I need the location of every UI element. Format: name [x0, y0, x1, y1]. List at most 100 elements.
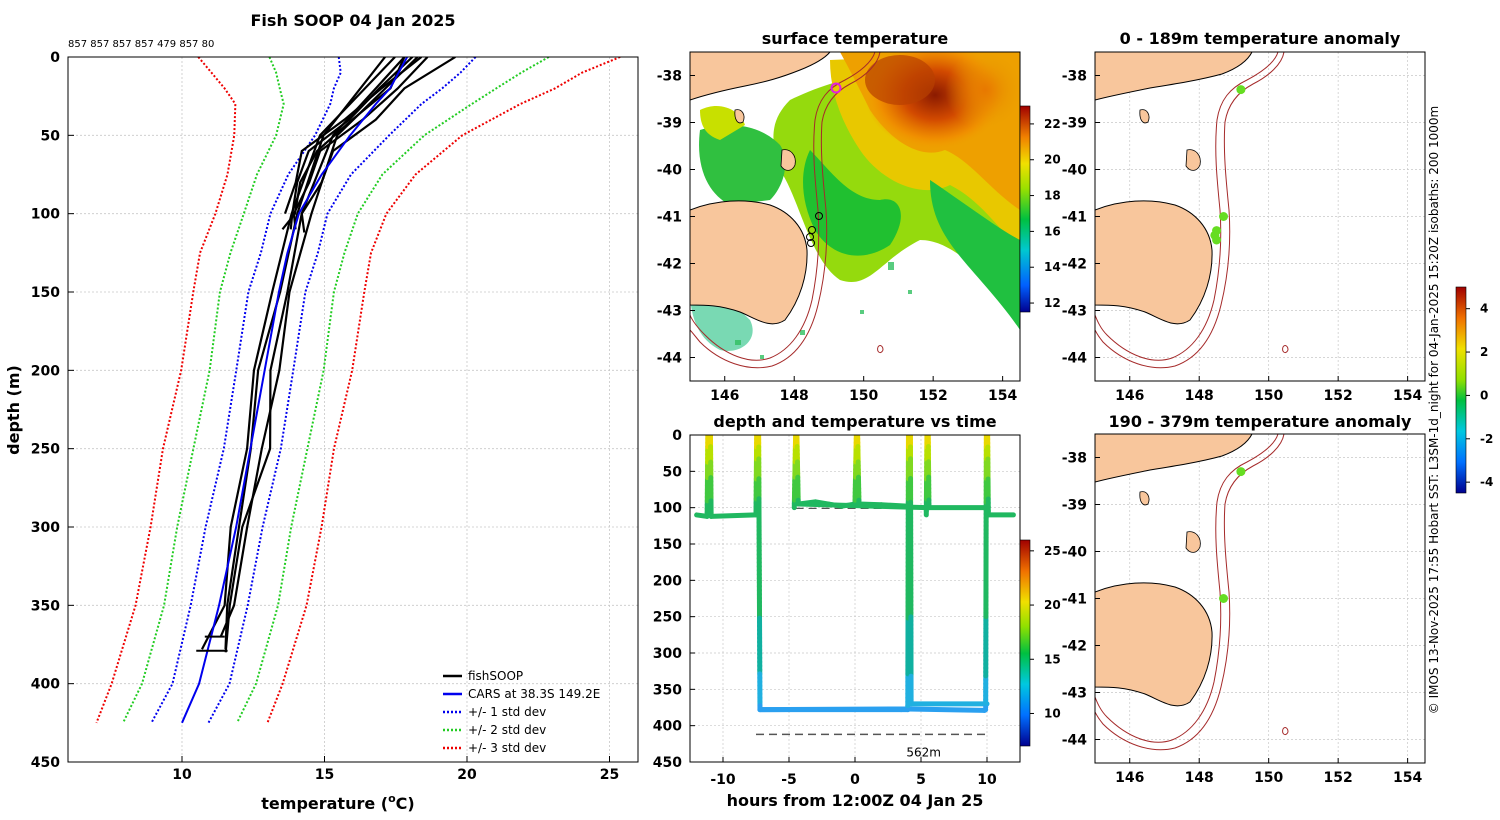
dt-track-segment: [708, 512, 759, 519]
dt-ytick-label: 50: [663, 464, 683, 480]
std-dev-1-upper: [207, 57, 477, 724]
map-ytick-label: -39: [1062, 116, 1087, 132]
profile-ytick-label: 200: [31, 363, 60, 379]
colorbar-tick-label: 16: [1044, 224, 1061, 238]
dt-xtick-label: 10: [977, 772, 997, 788]
map-xtick-label: 152: [1324, 770, 1353, 786]
depth-time-data: 562m: [694, 435, 1016, 759]
profile-grid: [68, 56, 638, 763]
depth-time-panel: depth and temperature vs time 562m -10 -5…: [653, 412, 1061, 810]
legend-label: +/- 1 std dev: [468, 705, 546, 719]
colorbar-tick-label: 25: [1044, 544, 1061, 558]
dt-ytick-label: 0: [672, 428, 682, 444]
profile-ytick-label: 300: [31, 520, 60, 536]
map-xtick-label: 148: [1185, 770, 1214, 786]
map-xtick-label: 154: [1393, 388, 1422, 404]
profile-ytick-label: 400: [31, 677, 60, 693]
map-ytick-label: -39: [1062, 498, 1087, 514]
profile-ytick-label: 100: [31, 207, 60, 223]
profile-axes-box: [67, 56, 639, 763]
std-dev-3-lower: [95, 57, 237, 724]
map-ytick-label: -43: [1062, 304, 1087, 320]
legend-label: fishSOOP: [468, 669, 523, 683]
profile-ytick-label: 350: [31, 598, 60, 614]
map-ytick-label: -38: [1062, 69, 1087, 85]
anomaly-point: [1236, 467, 1246, 477]
fishsoop-profile: [201, 57, 396, 650]
profile-curves: [95, 57, 621, 724]
dt-track-segment: [757, 706, 911, 713]
anomaly-0-panel: 0 - 189m temperature anomaly 146 148 150 15…: [1062, 29, 1426, 404]
colorbar-tick-label: 12: [1044, 296, 1061, 310]
anomaly-point: [1219, 594, 1229, 603]
map-ytick-label: -42: [1062, 639, 1087, 655]
dt-ytick-label: 400: [653, 719, 682, 735]
map-ytick-label: -43: [657, 304, 682, 320]
colorbar-tick-label: 18: [1044, 189, 1061, 203]
dt-track-segment: [905, 706, 987, 713]
map-ytick-label: -41: [1062, 592, 1087, 608]
colorbar-tick-label: 20: [1044, 598, 1061, 612]
dt-track-segment: [856, 501, 884, 508]
anom190-points: [1219, 467, 1246, 603]
colorbar-tick-label: 22: [1044, 117, 1061, 131]
dt-track-segment: [878, 502, 912, 509]
anom0-points: [1210, 85, 1246, 245]
map-ytick-label: -40: [1062, 163, 1088, 179]
map-ytick-label: -42: [657, 257, 682, 273]
map-ytick-label: -42: [1062, 257, 1087, 273]
colorbar-tick-label: 0: [1480, 388, 1488, 402]
map-xtick-label: 152: [919, 388, 948, 404]
std-dev-2-lower: [122, 57, 285, 724]
anom0-map: [1095, 52, 1289, 369]
sst-ticks: 146 148 150 152 154 -38 -39 -40 -41 -42 -43 -44: [657, 69, 1018, 405]
colorbar-tick-label: 10: [1044, 706, 1061, 720]
legend-label: +/- 2 std dev: [468, 723, 546, 737]
colorbar-tick-label: -4: [1480, 475, 1493, 489]
colorbar-tick-label: -2: [1480, 432, 1493, 446]
profile-ylabel: depth (m): [4, 365, 23, 455]
map-xtick-label: 152: [1324, 388, 1353, 404]
dt-ytick-label: 450: [653, 755, 682, 771]
profile-ytick-label: 250: [31, 442, 60, 458]
profile-xtick-label: 10: [172, 767, 192, 783]
map-ytick-label: -44: [657, 351, 683, 367]
dt-xtick-label: 5: [916, 772, 926, 788]
profile-top-counts: 857 857 857 857 479 857 80: [68, 39, 214, 50]
colorbar-tick-label: 4: [1480, 302, 1488, 316]
dt-ytick-label: 250: [653, 610, 682, 626]
anomaly-190-panel: 190 - 379m temperature anomaly 146 148 150…: [1062, 412, 1426, 786]
map-xtick-label: 148: [1185, 388, 1214, 404]
profile-xtick-label: 15: [315, 767, 334, 783]
map-ytick-label: -41: [657, 210, 682, 226]
anom190-title: 190 - 379m temperature anomaly: [1109, 412, 1412, 431]
map-xtick-label: 154: [988, 388, 1017, 404]
fishsoop-profile: [219, 57, 419, 638]
anom190-map: [1095, 434, 1289, 751]
map-ytick-label: -41: [1062, 210, 1087, 226]
map-xtick-label: 150: [849, 388, 878, 404]
dt-xtick-label: -10: [710, 772, 736, 788]
map-xtick-label: 150: [1254, 770, 1283, 786]
map-xtick-label: 154: [1393, 770, 1422, 786]
anomaly-point: [1212, 235, 1222, 245]
map-ytick-label: -44: [1062, 733, 1088, 749]
map-xtick-label: 150: [1254, 388, 1283, 404]
map-ytick-label: -38: [1062, 451, 1087, 467]
depth-time-xlabel: hours from 12:00Z 04 Jan 25: [727, 791, 984, 810]
profile-xtick-label: 20: [457, 767, 477, 783]
map-xtick-label: 146: [1115, 388, 1144, 404]
profile-xlabel: temperature (oC): [261, 792, 414, 813]
profile-panel: Fish SOOP 04 Jan 2025 857 857 857 857 47…: [4, 11, 639, 813]
cars-mean-line: [181, 57, 409, 724]
map-xtick-label: 146: [710, 388, 739, 404]
dt-colorbar-ticks: 10 15 20 25: [1030, 544, 1061, 720]
map-ytick-label: -40: [1062, 545, 1088, 561]
dt-ytick-label: 200: [653, 573, 682, 589]
dt-ytick-label: 350: [653, 682, 682, 698]
anomaly-point: [1236, 85, 1246, 95]
map-ytick-label: -39: [657, 116, 682, 132]
side-caption: © IMOS 13-Nov-2025 17:55 Hobart SST: L3S…: [1427, 106, 1441, 714]
